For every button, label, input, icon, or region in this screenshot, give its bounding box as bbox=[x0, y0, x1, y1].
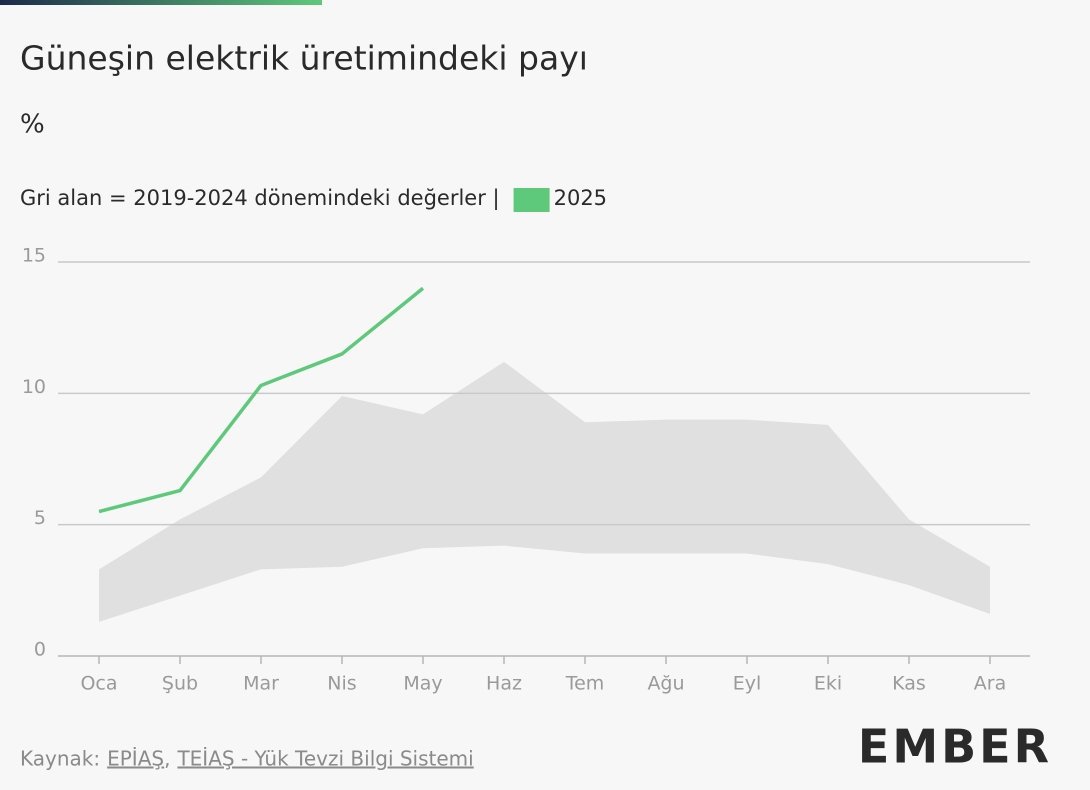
source-link[interactable]: TEİAŞ - Yük Tevzi Bilgi Sistemi bbox=[176, 747, 473, 771]
y-tick-label: 0 bbox=[34, 639, 46, 661]
y-tick-label: 15 bbox=[22, 245, 46, 267]
source-link[interactable]: EPİAŞ bbox=[107, 747, 164, 771]
unit-label: % bbox=[20, 110, 45, 140]
y-tick-label: 10 bbox=[22, 376, 46, 398]
top-bar bbox=[0, 0, 322, 5]
x-tick-label: Eki bbox=[814, 673, 842, 695]
legend-label: 2025 bbox=[554, 186, 607, 210]
chart-title: Güneşin elektrik üretimindeki payı bbox=[20, 39, 588, 78]
plot: 0 5 10 15 Oca Şub Mar Nis May Haz Tem Ağu Eyl Eki Kas A… bbox=[22, 245, 1030, 695]
x-tick-label: Mar bbox=[243, 673, 279, 695]
x-tick-label: May bbox=[403, 673, 442, 695]
series-line bbox=[98, 286, 425, 514]
x-tick-label: Ağu bbox=[647, 673, 684, 695]
x-tick-label: Şub bbox=[162, 673, 198, 695]
x-tick-label: Eyl bbox=[733, 673, 762, 695]
source-prefix: Kaynak: bbox=[20, 747, 100, 771]
x-tick-label: Ara bbox=[974, 673, 1006, 695]
x-tick-label: Oca bbox=[80, 673, 117, 695]
range-band bbox=[99, 361, 990, 622]
x-tick-label: Tem bbox=[565, 673, 605, 695]
x-tick-label: Kas bbox=[892, 673, 926, 695]
legend-swatch bbox=[513, 188, 550, 212]
subtitle: Gri alan = 2019-2024 dönemindeki değerle… bbox=[20, 186, 500, 211]
logo: EMBER bbox=[858, 720, 1052, 774]
x-tick-label: Nis bbox=[327, 673, 356, 695]
x-tick-label: Haz bbox=[486, 673, 522, 695]
y-tick-label: 5 bbox=[34, 507, 46, 529]
source-separator: , bbox=[164, 747, 170, 771]
